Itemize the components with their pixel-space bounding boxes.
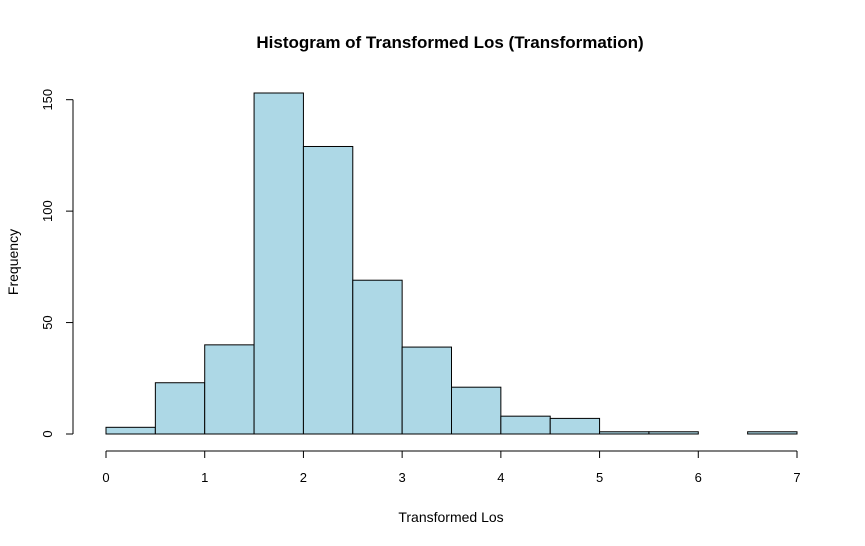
y-tick-label: 150 <box>40 89 55 111</box>
chart-title: Histogram of Transformed Los (Transforma… <box>256 33 643 52</box>
y-tick-label: 50 <box>40 315 55 329</box>
x-tick-label: 3 <box>399 470 406 485</box>
histogram-bar <box>204 344 255 435</box>
histogram-bar <box>105 426 156 435</box>
histogram-bar <box>599 431 650 435</box>
histogram-bar <box>154 382 206 435</box>
x-tick-label: 0 <box>102 470 109 485</box>
x-tick-label: 2 <box>300 470 307 485</box>
histogram-bar <box>253 92 304 435</box>
histogram-bar <box>352 279 403 435</box>
histogram-bar <box>747 431 798 435</box>
x-axis-label: Transformed Los <box>398 509 503 525</box>
y-axis: 0 50 100 150 <box>40 89 74 438</box>
x-tick-label: 5 <box>596 470 603 485</box>
x-tick-label: 1 <box>201 470 208 485</box>
histogram-bar <box>549 417 601 435</box>
histogram-bar <box>401 346 452 435</box>
y-tick-label: 100 <box>40 200 55 222</box>
histogram-bar <box>302 145 354 435</box>
histogram-bar <box>451 386 502 435</box>
x-tick-label: 4 <box>497 470 504 485</box>
x-axis: 0 1 2 3 4 5 6 7 <box>102 450 801 485</box>
bars-group <box>105 92 798 435</box>
x-tick-label: 6 <box>695 470 702 485</box>
x-tick-label: 7 <box>793 470 800 485</box>
y-axis-label: Frequency <box>5 229 21 295</box>
histogram-bar <box>500 415 551 435</box>
y-tick-label: 0 <box>40 430 55 437</box>
histogram-bar <box>648 431 699 435</box>
